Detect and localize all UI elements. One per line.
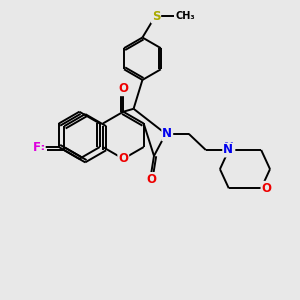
Text: N: N	[224, 141, 234, 154]
Text: F: F	[37, 144, 45, 157]
Text: F: F	[33, 141, 41, 154]
Text: O: O	[118, 152, 128, 165]
Text: O: O	[118, 82, 128, 95]
Text: S: S	[152, 10, 160, 22]
Text: N: N	[223, 143, 233, 157]
Text: O: O	[262, 182, 272, 195]
Text: O: O	[146, 173, 156, 186]
Text: CH₃: CH₃	[176, 11, 196, 21]
Text: N: N	[162, 127, 172, 140]
